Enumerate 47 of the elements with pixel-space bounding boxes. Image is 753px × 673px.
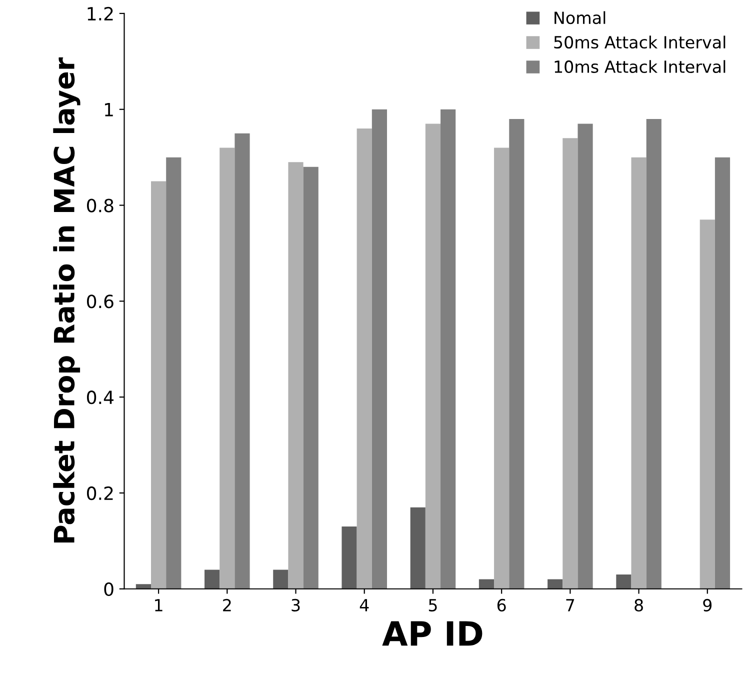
x-tick-label: 8 <box>634 598 643 612</box>
bar <box>342 526 357 589</box>
x-tick-label: 1 <box>155 599 162 612</box>
bar <box>478 579 494 589</box>
y-tick-label: 0.4 <box>87 390 114 404</box>
bar <box>136 584 151 589</box>
x-axis-title: AP ID <box>382 621 482 646</box>
x-tick-label: 4 <box>360 599 369 612</box>
legend-label: 10ms Attack Interval <box>554 60 726 74</box>
bar <box>356 128 372 589</box>
bar <box>494 148 510 589</box>
bar <box>562 138 578 589</box>
y-tick-label: 1 <box>105 103 113 116</box>
y-tick-label: 0 <box>104 582 114 596</box>
y-tick-label: 0.8 <box>87 198 114 212</box>
bar <box>288 162 304 589</box>
bar <box>151 181 166 589</box>
bar <box>204 570 220 589</box>
bar <box>548 579 563 589</box>
bar <box>372 109 388 589</box>
bar <box>631 157 646 589</box>
bar <box>303 166 318 589</box>
bar <box>509 118 524 589</box>
y-tick-label: 1.2 <box>88 6 113 20</box>
bar <box>616 574 632 589</box>
bar <box>646 118 662 589</box>
x-tick-label: 6 <box>497 598 506 612</box>
legend-label: Nomal <box>554 11 606 24</box>
bar <box>578 124 593 589</box>
x-tick-label: 7 <box>566 599 574 612</box>
bar <box>220 148 235 589</box>
bar <box>273 570 288 589</box>
bar <box>714 157 730 589</box>
y-axis-title: Packet Drop Ratio in MAC layer <box>53 57 80 542</box>
bar <box>425 124 441 589</box>
bar <box>234 133 250 589</box>
bar <box>166 157 182 589</box>
y-tick-label: 0.6 <box>87 294 114 308</box>
legend-label: 50ms Attack Interval <box>554 36 726 49</box>
x-tick-label: 5 <box>428 599 437 612</box>
bar <box>440 109 456 589</box>
bar <box>410 507 426 589</box>
bar <box>700 220 715 589</box>
x-tick-label: 2 <box>223 598 231 612</box>
x-tick-label: 3 <box>292 598 300 612</box>
y-tick-label: 0.2 <box>87 486 113 500</box>
x-tick-label: 9 <box>703 598 712 612</box>
